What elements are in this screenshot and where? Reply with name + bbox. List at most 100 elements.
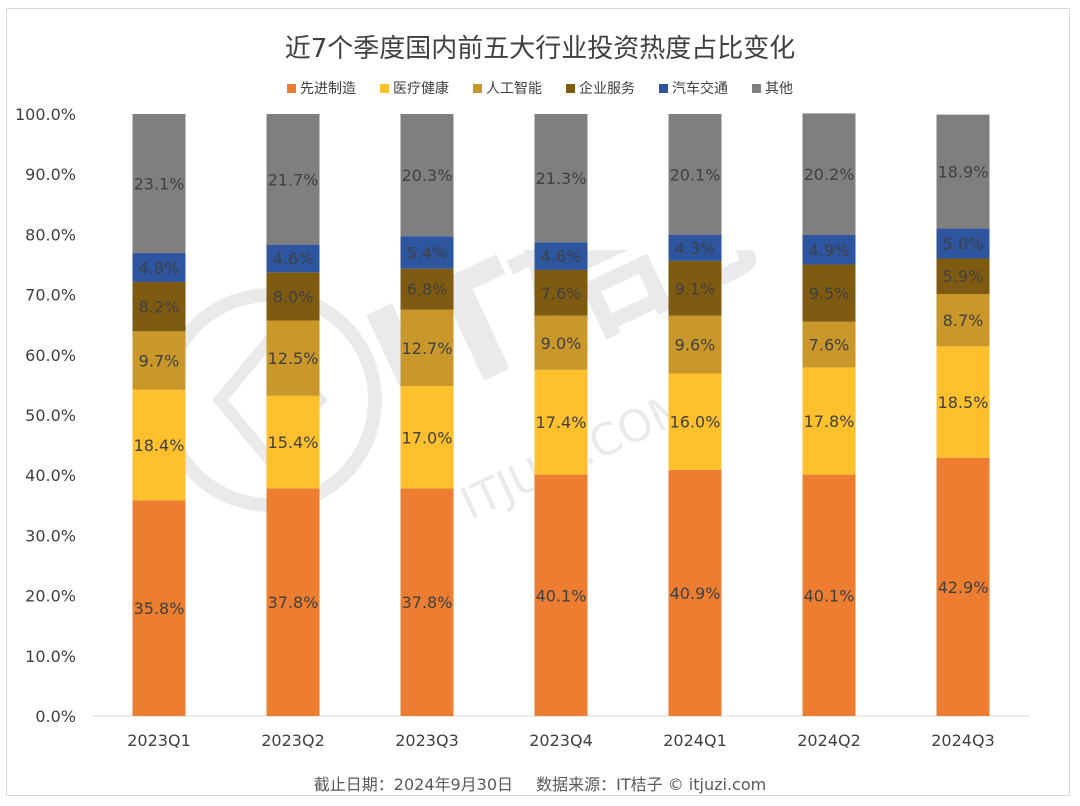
data-label: 12.5% xyxy=(268,349,319,368)
legend-swatch xyxy=(752,83,761,93)
data-label: 7.6% xyxy=(809,336,850,355)
data-label: 42.9% xyxy=(938,578,989,597)
bar-segment xyxy=(802,321,856,368)
y-tick-label: 60.0% xyxy=(25,346,76,365)
x-tick-label: 2023Q1 xyxy=(127,731,191,750)
chart-legend: 先进制造 医疗健康 人工智能 企业服务 汽车交通 其他 xyxy=(0,78,1080,98)
bar-segment xyxy=(936,346,990,458)
data-label: 8.0% xyxy=(273,287,314,306)
legend-item: 企业服务 xyxy=(566,78,635,98)
data-label: 37.8% xyxy=(402,593,453,612)
data-label: 5.4% xyxy=(407,243,448,262)
data-label: 18.4% xyxy=(134,436,185,455)
bar-segment xyxy=(534,474,588,716)
bar-segment xyxy=(266,114,320,245)
legend-label: 企业服务 xyxy=(579,81,635,97)
data-label: 4.3% xyxy=(675,239,716,258)
bar-segment xyxy=(668,469,722,716)
y-tick-label: 90.0% xyxy=(25,165,76,184)
bar-segment xyxy=(266,244,320,273)
bar-segment xyxy=(802,235,856,265)
x-tick-label: 2024Q2 xyxy=(797,731,861,750)
y-tick-label: 100.0% xyxy=(15,105,76,124)
bar-segment xyxy=(936,293,990,347)
data-label: 12.7% xyxy=(402,339,453,358)
x-tick-label: 2023Q4 xyxy=(529,731,593,750)
data-label: 8.2% xyxy=(139,298,180,317)
legend-label: 汽车交通 xyxy=(672,81,728,97)
data-label: 21.3% xyxy=(536,169,587,188)
data-label: 5.9% xyxy=(943,267,984,286)
bar-segment xyxy=(132,500,186,716)
y-tick-label: 50.0% xyxy=(25,406,76,425)
footer-source: 数据来源：IT桔子 © itjuzi.com xyxy=(536,775,767,794)
legend-swatch xyxy=(473,83,482,93)
data-label: 20.3% xyxy=(402,166,453,185)
data-label: 7.6% xyxy=(541,284,582,303)
data-label: 20.1% xyxy=(670,166,721,185)
data-label: 8.7% xyxy=(943,311,984,330)
legend-item: 先进制造 xyxy=(287,78,356,98)
bar-segment xyxy=(802,113,856,236)
legend-item: 其他 xyxy=(752,78,793,98)
y-tick-label: 20.0% xyxy=(25,587,76,606)
bar-segment xyxy=(534,369,588,475)
bar-segment xyxy=(668,315,722,374)
y-tick-label: 30.0% xyxy=(25,526,76,545)
bar-segment xyxy=(936,228,990,259)
bar-segment xyxy=(936,258,990,294)
bar-segment xyxy=(668,235,722,261)
bar-segment xyxy=(132,281,186,332)
data-label: 9.6% xyxy=(675,336,716,355)
data-label: 4.6% xyxy=(541,247,582,266)
legend-item: 人工智能 xyxy=(473,78,542,98)
bar-segment xyxy=(400,309,454,387)
data-label: 17.8% xyxy=(804,412,855,431)
data-label: 37.8% xyxy=(268,593,319,612)
data-label: 4.9% xyxy=(809,241,850,260)
data-label: 6.8% xyxy=(407,280,448,299)
bar-segment xyxy=(266,488,320,716)
bar-segment xyxy=(400,488,454,716)
bar-segment xyxy=(802,367,856,475)
legend-swatch xyxy=(380,83,389,93)
bar-segment xyxy=(266,272,320,321)
y-tick-label: 0.0% xyxy=(35,707,76,726)
bar-segment xyxy=(936,114,990,229)
legend-swatch xyxy=(287,83,296,93)
legend-label: 先进制造 xyxy=(300,81,356,97)
data-label: 18.5% xyxy=(938,393,989,412)
legend-item: 汽车交通 xyxy=(659,78,728,98)
data-label: 17.0% xyxy=(402,428,453,447)
bar-segment xyxy=(400,268,454,310)
y-tick-label: 70.0% xyxy=(25,286,76,305)
data-label: 9.1% xyxy=(675,279,716,298)
bar-segment xyxy=(802,474,856,716)
data-label: 35.8% xyxy=(134,599,185,618)
x-tick-label: 2023Q3 xyxy=(395,731,459,750)
legend-item: 医疗健康 xyxy=(380,78,449,98)
bar-segment xyxy=(132,389,186,501)
bar-segment xyxy=(400,114,454,237)
data-label: 18.9% xyxy=(938,162,989,181)
x-tick-label: 2023Q2 xyxy=(261,731,325,750)
bar-segment xyxy=(400,386,454,489)
data-label: 23.1% xyxy=(134,175,185,194)
bar-segment xyxy=(534,269,588,316)
legend-swatch xyxy=(566,83,575,93)
bar-segment xyxy=(668,114,722,236)
bar-segment xyxy=(132,331,186,390)
legend-label: 其他 xyxy=(765,81,793,97)
bar-segment xyxy=(534,242,588,270)
chart-footer: 截止日期：2024年9月30日 数据来源：IT桔子 © itjuzi.com xyxy=(0,771,1080,795)
data-label: 21.7% xyxy=(268,170,319,189)
bar-segment xyxy=(266,320,320,396)
bar-segment xyxy=(936,457,990,716)
bar-segment xyxy=(802,264,856,322)
x-tick-label: 2024Q1 xyxy=(663,731,727,750)
legend-swatch xyxy=(659,83,668,93)
y-tick-label: 40.0% xyxy=(25,466,76,485)
bar-segment xyxy=(400,236,454,269)
bar-segment xyxy=(534,315,588,370)
